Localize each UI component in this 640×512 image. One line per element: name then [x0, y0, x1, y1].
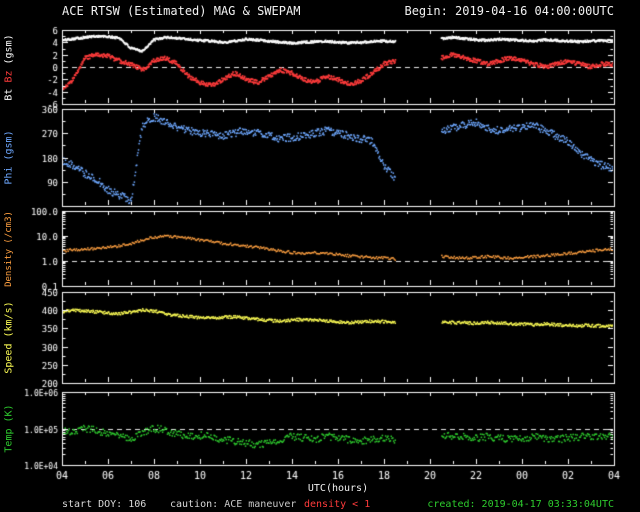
- temp-axis-label: Temp (K): [3, 404, 15, 453]
- footer-caution-maneuver: ACE maneuver: [224, 499, 297, 510]
- gsm-axis-label: (gsm): [3, 33, 15, 64]
- density-axis-label: Density (/cm3): [4, 210, 15, 287]
- footer-caution: caution: ACE maneuver: [170, 499, 296, 510]
- footer-caution-label: caution:: [170, 499, 225, 510]
- footer-start-doy: start DOY: 106: [62, 499, 147, 510]
- x-axis-label: UTC(hours): [307, 483, 369, 494]
- footer-density-warning: density < 1: [304, 499, 371, 510]
- footer-created: created: 2019-04-17 03:33:04UTC: [427, 499, 614, 510]
- bz-axis-label: Bz: [3, 63, 15, 83]
- speed-axis-label: Speed (km/s): [3, 301, 15, 374]
- phi-axis-label: Phi (gsm): [3, 130, 15, 185]
- bt-axis-label: Bt: [3, 82, 15, 101]
- begin-timestamp: Begin: 2019-04-16 04:00:00UTC: [404, 4, 614, 18]
- mag-axis-label: Bt Bz (gsm): [0, 30, 18, 104]
- page-title: ACE RTSW (Estimated) MAG & SWEPAM: [62, 4, 301, 18]
